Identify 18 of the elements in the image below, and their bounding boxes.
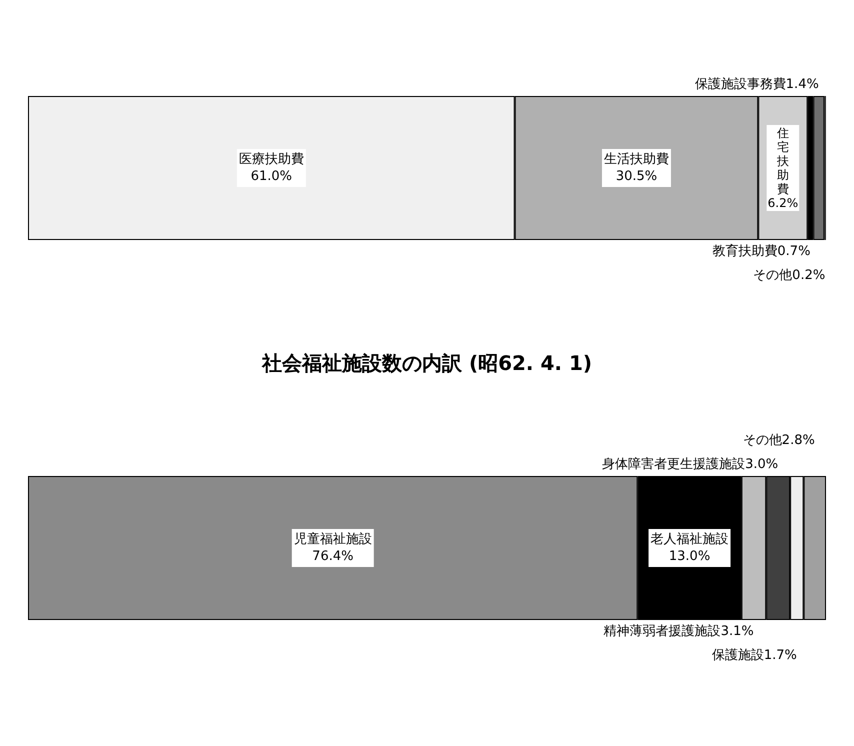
text: 保護施設1.7% — [712, 648, 797, 663]
data-label: 6.2% — [768, 196, 798, 210]
text: 精神薄弱者援護施設3.1% — [604, 624, 754, 639]
data-label: 30.5% — [616, 169, 658, 184]
series-label: 医療扶助費 — [238, 152, 304, 167]
series-label: 児童福祉施設 — [294, 531, 372, 547]
data-label: 76.4% — [312, 549, 354, 564]
text: 教育扶助費0.7% — [712, 244, 810, 259]
series-label: 生活扶助費 — [604, 152, 669, 167]
text: 保護施設事務費1.4% — [694, 77, 819, 92]
data-label: 13.0% — [668, 549, 710, 564]
text: その他2.8% — [742, 433, 815, 448]
series-label: 老人福祉施設 — [650, 532, 729, 547]
data-label: 61.0% — [250, 169, 292, 184]
text: 身体障害者更生援護施設3.0% — [602, 457, 778, 472]
chart-title: 社会福祉施設数の内訳 (昭62. 4. 1) — [260, 351, 592, 375]
text: その他0.2% — [753, 268, 826, 283]
series-label: 住宅扶助費 — [776, 126, 789, 196]
